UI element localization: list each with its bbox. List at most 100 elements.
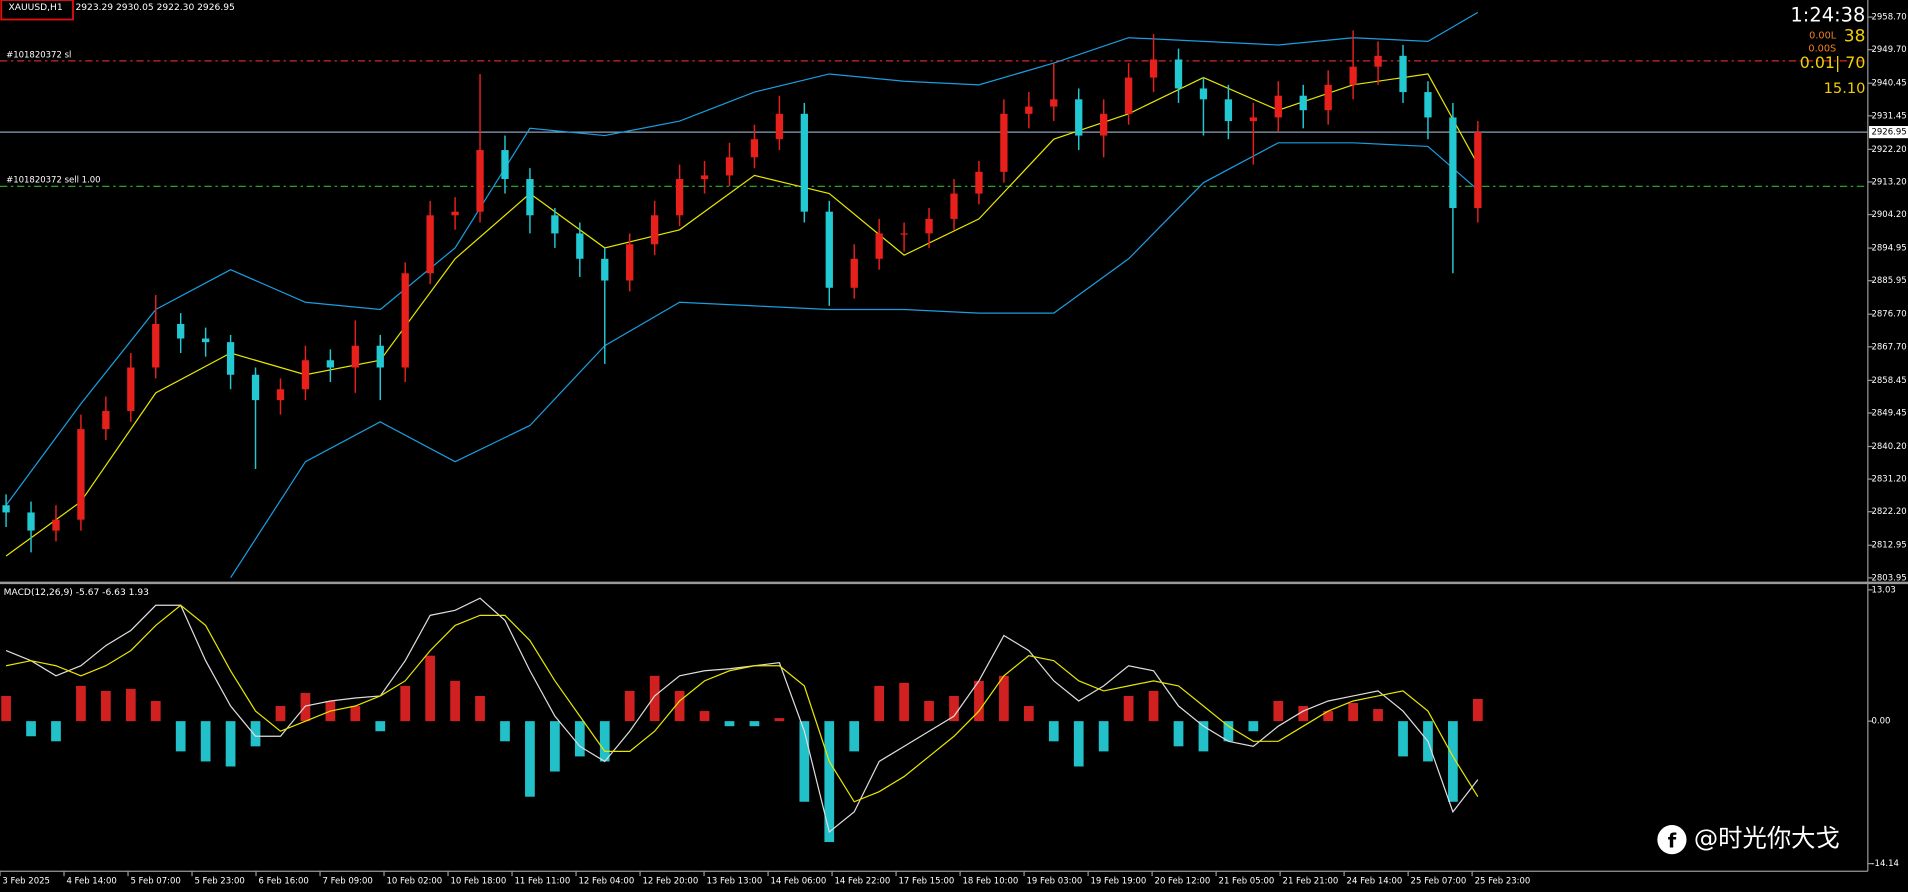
candle-body (177, 324, 185, 339)
candle-body (1199, 88, 1208, 100)
histogram-bar (500, 721, 510, 742)
histogram-bar (824, 721, 835, 843)
x-tick-label: 3 Feb 2025 (2, 877, 50, 887)
candle-body (1274, 95, 1282, 118)
count: 38 (1844, 27, 1866, 47)
candle-body (251, 374, 260, 401)
histogram-bar (649, 675, 660, 722)
histogram-bar (924, 700, 934, 722)
candle-body (326, 360, 335, 368)
x-tick-label: 18 Feb 10:00 (963, 877, 1019, 887)
x-tick-label: 4 Feb 14:00 (66, 877, 116, 887)
x-tick-label: 13 Feb 13:00 (706, 877, 762, 887)
histogram-bar (874, 685, 885, 722)
candle-body (551, 215, 559, 234)
histogram-bar (26, 721, 36, 737)
symbol: XAUUSD,H1 (9, 3, 63, 13)
candle-body (1374, 55, 1382, 67)
x-tick-label: 19 Feb 19:00 (1091, 877, 1147, 887)
y-tick-label: 2858.45 (1871, 376, 1906, 386)
histogram-bar (400, 685, 411, 722)
y-tick-label: 13.03 (1871, 585, 1895, 595)
histogram-bar (51, 721, 61, 742)
histogram-bar (624, 690, 635, 722)
histogram-bar (574, 721, 585, 757)
candle-body (775, 113, 784, 140)
y-tick-label: 2885.95 (1871, 276, 1906, 286)
x-tick-label: 21 Feb 21:00 (1283, 877, 1339, 887)
histogram-bar (899, 682, 909, 722)
histogram-bar (175, 721, 186, 752)
histogram-bar (100, 690, 111, 722)
candle-body (351, 345, 359, 368)
histogram-bar (949, 695, 959, 722)
x-tick-label: 5 Feb 07:00 (130, 877, 180, 887)
y-tick-label: 2849.45 (1871, 408, 1906, 418)
y-tick-label: 2894.95 (1871, 244, 1906, 254)
histogram-bar (1148, 690, 1159, 722)
histogram-bar (300, 692, 311, 722)
candle-body (1424, 92, 1432, 118)
profit: 15.10 (1824, 80, 1866, 97)
candle-body (52, 519, 60, 531)
candle-body (1100, 113, 1108, 136)
y-tick-label: 0.00 (1871, 717, 1890, 727)
candle-body (900, 233, 908, 235)
candle-body (700, 175, 709, 180)
histogram-bar (375, 721, 386, 732)
x-tick-label: 14 Feb 06:00 (771, 877, 827, 887)
watermark-icon-glyph: f (1668, 830, 1677, 853)
y-tick-label: 2840.20 (1871, 442, 1906, 452)
candle-body (1449, 117, 1457, 209)
candle-body (426, 215, 434, 274)
level-label: #101820372 sl (6, 50, 71, 60)
histogram-bar (350, 706, 361, 722)
x-tick-label: 10 Feb 02:00 (386, 877, 442, 887)
candle-body (975, 171, 983, 194)
histogram-bar (125, 688, 136, 722)
x-tick-label: 17 Feb 15:00 (899, 877, 955, 887)
price-box-label: 2926.95 (1871, 128, 1906, 138)
histogram-bar (1472, 698, 1483, 722)
level-label: #101820372 sell 1.00 (6, 176, 101, 186)
candle-body (576, 233, 584, 259)
candle-body (925, 218, 933, 234)
histogram-bar (1223, 721, 1234, 742)
histogram-bar (674, 690, 685, 722)
y-tick-label: 2958.70 (1871, 13, 1906, 23)
y-tick-label: 2904.20 (1871, 210, 1906, 220)
y-tick-label: 2913.20 (1871, 177, 1906, 187)
y-tick-label: -14.14 (1871, 859, 1898, 869)
histogram-bar (699, 711, 710, 722)
candle-body (1349, 66, 1357, 85)
y-tick-label: 2931.45 (1871, 111, 1906, 121)
candle-body (201, 338, 210, 343)
candle-body (1249, 117, 1257, 122)
histogram-bar (150, 700, 161, 722)
y-tick-label: 2867.70 (1871, 342, 1906, 352)
candle-body (376, 345, 384, 368)
histogram-bar (974, 680, 984, 722)
candle-body (675, 179, 684, 216)
histogram-bar (999, 675, 1009, 722)
histogram-bar (1098, 721, 1109, 752)
candle-body (1399, 55, 1407, 93)
candle-body (1174, 59, 1183, 89)
histogram-bar (475, 695, 485, 722)
histogram-bar (799, 721, 810, 802)
x-tick-label: 5 Feb 23:00 (194, 877, 244, 887)
price-box (1869, 126, 1908, 139)
candle-body (401, 273, 409, 368)
histogram-bar (1073, 721, 1084, 767)
candle-body (226, 342, 235, 375)
histogram-bar (525, 721, 535, 797)
candle-body (301, 360, 310, 390)
x-tick-label: 19 Feb 03:00 (1027, 877, 1083, 887)
histogram-bar (749, 721, 760, 727)
histogram-bar (1198, 721, 1209, 752)
histogram-bar (1323, 711, 1334, 722)
x-tick-label: 12 Feb 04:00 (578, 877, 634, 887)
candle-body (1075, 99, 1083, 136)
candle-body (950, 193, 958, 219)
candle-body (526, 179, 534, 216)
